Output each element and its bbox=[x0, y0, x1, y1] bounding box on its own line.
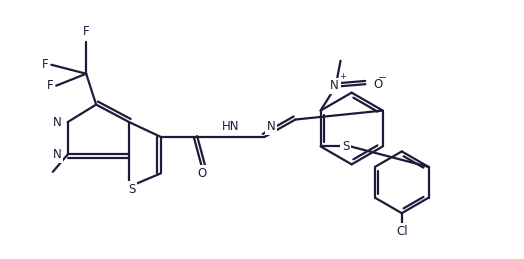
Text: O: O bbox=[373, 78, 382, 91]
Text: S: S bbox=[128, 183, 135, 196]
Text: N: N bbox=[267, 120, 276, 133]
Text: F: F bbox=[42, 58, 49, 71]
Text: N: N bbox=[53, 148, 62, 161]
Text: F: F bbox=[47, 79, 54, 92]
Text: +: + bbox=[340, 72, 346, 81]
Text: Cl: Cl bbox=[396, 225, 408, 238]
Text: N: N bbox=[53, 116, 62, 128]
Text: −: − bbox=[377, 73, 386, 83]
Text: F: F bbox=[83, 25, 90, 38]
Text: S: S bbox=[342, 140, 349, 153]
Text: O: O bbox=[198, 167, 207, 180]
Text: HN: HN bbox=[222, 120, 239, 133]
Text: N: N bbox=[330, 79, 339, 92]
